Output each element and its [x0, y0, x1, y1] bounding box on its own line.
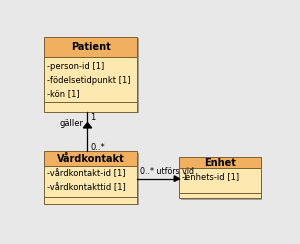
Bar — [44, 151, 137, 166]
Bar — [46, 38, 139, 113]
Text: Vårdkontakt: Vårdkontakt — [57, 153, 125, 163]
Bar — [179, 157, 261, 168]
Bar — [44, 166, 137, 197]
Text: 0..*: 0..* — [91, 143, 105, 152]
Polygon shape — [83, 123, 92, 128]
Bar — [179, 168, 261, 193]
Bar — [181, 158, 262, 200]
Bar — [44, 197, 137, 204]
Bar — [44, 37, 137, 57]
Text: Enhet: Enhet — [204, 158, 236, 168]
Text: -kön [1]: -kön [1] — [47, 89, 80, 98]
Text: -enhets-id [1]: -enhets-id [1] — [182, 173, 239, 181]
Text: -födelsetidpunkt [1]: -födelsetidpunkt [1] — [47, 76, 131, 85]
Polygon shape — [174, 176, 179, 182]
Bar — [44, 102, 137, 112]
Text: -vårdkontakttid [1]: -vårdkontakttid [1] — [47, 183, 126, 192]
Bar — [44, 57, 137, 102]
Text: 0..* utförs vid: 0..* utförs vid — [140, 167, 194, 176]
Text: 1: 1 — [182, 173, 188, 182]
Bar — [46, 153, 139, 205]
Text: Patient: Patient — [71, 42, 111, 52]
Text: -person-id [1]: -person-id [1] — [47, 62, 104, 71]
Text: gäller: gäller — [60, 119, 84, 128]
Text: -vårdkontakt-id [1]: -vårdkontakt-id [1] — [47, 169, 126, 178]
Bar — [179, 193, 261, 198]
Text: 1: 1 — [91, 113, 96, 122]
